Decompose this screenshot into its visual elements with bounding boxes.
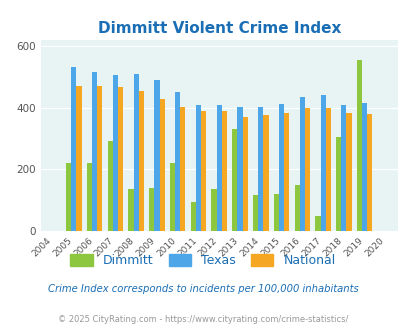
Bar [263, 115, 268, 231]
Bar [76, 86, 81, 231]
Bar [361, 103, 367, 231]
Bar [66, 163, 71, 231]
Bar [252, 195, 258, 231]
Bar [180, 107, 185, 231]
Bar [273, 194, 278, 231]
Bar [128, 189, 133, 231]
Bar [154, 80, 159, 231]
Bar [320, 95, 325, 231]
Text: © 2025 CityRating.com - https://www.cityrating.com/crime-statistics/: © 2025 CityRating.com - https://www.city… [58, 315, 347, 324]
Bar [107, 142, 113, 231]
Bar [345, 113, 351, 231]
Text: Crime Index corresponds to incidents per 100,000 inhabitants: Crime Index corresponds to incidents per… [47, 284, 358, 294]
Bar [195, 105, 200, 231]
Bar [294, 185, 299, 231]
Bar [237, 107, 242, 231]
Bar [97, 86, 102, 231]
Bar [315, 215, 320, 231]
Bar [341, 105, 345, 231]
Bar [221, 111, 226, 231]
Bar [87, 163, 92, 231]
Bar [242, 117, 247, 231]
Bar [211, 189, 216, 231]
Bar [216, 105, 221, 231]
Bar [71, 67, 76, 231]
Bar [356, 60, 361, 231]
Bar [232, 129, 237, 231]
Bar [139, 91, 144, 231]
Bar [113, 75, 118, 231]
Bar [325, 109, 330, 231]
Legend: Dimmitt, Texas, National: Dimmitt, Texas, National [66, 250, 339, 271]
Bar [169, 163, 175, 231]
Bar [304, 108, 309, 231]
Bar [159, 99, 164, 231]
Bar [175, 92, 180, 231]
Title: Dimmitt Violent Crime Index: Dimmitt Violent Crime Index [97, 21, 340, 36]
Bar [299, 97, 304, 231]
Bar [190, 202, 195, 231]
Bar [92, 72, 97, 231]
Bar [118, 87, 123, 231]
Bar [284, 113, 289, 231]
Bar [258, 107, 263, 231]
Bar [200, 111, 206, 231]
Bar [149, 188, 154, 231]
Bar [335, 137, 341, 231]
Bar [278, 104, 284, 231]
Bar [133, 74, 139, 231]
Bar [367, 114, 371, 231]
